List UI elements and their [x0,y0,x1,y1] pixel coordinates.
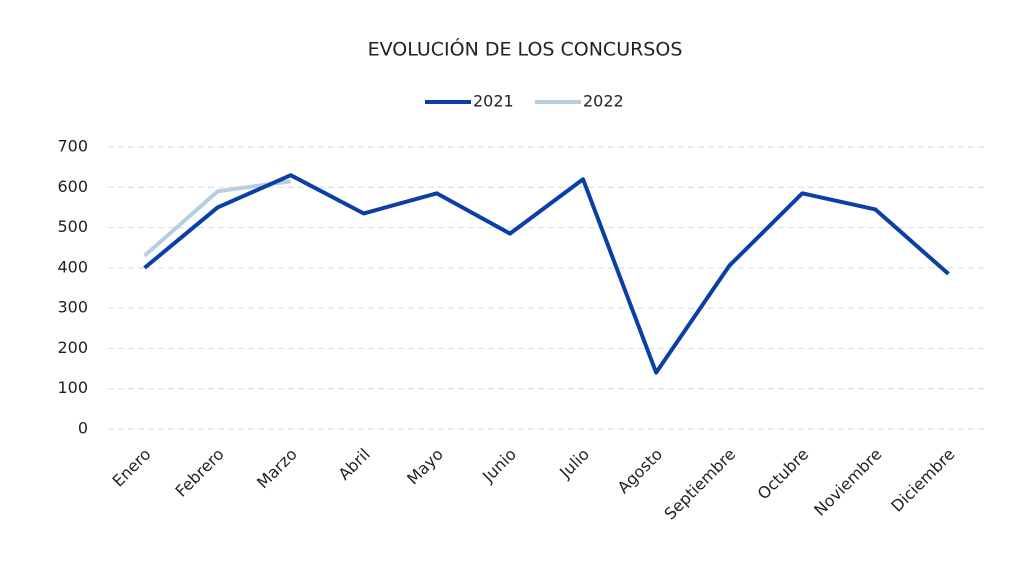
x-tick-label: Febrero [171,445,227,501]
line-series [143,179,291,258]
x-tick-label: Abril [335,445,374,484]
line-series [143,173,950,375]
x-tick-label: Agosto [614,445,667,498]
y-tick-label: 100 [57,378,88,397]
x-tick-label: Julio [555,445,593,483]
legend-label: 2022 [583,92,624,111]
x-tick-label: Marzo [253,445,301,493]
x-tick-label: Mayo [403,445,447,489]
x-tick-label: Junio [478,445,520,487]
y-tick-label: 500 [57,217,88,236]
chart-title: EVOLUCIÓN DE LOS CONCURSOS [368,37,683,61]
x-tick-label: Diciembre [887,445,958,516]
y-tick-label: 0 [78,419,88,438]
x-tick-label: Enero [109,445,155,491]
x-tick-label: Septiembre [660,445,739,524]
y-tick-label: 300 [57,298,88,317]
y-tick-label: 700 [57,137,88,156]
y-tick-label: 600 [57,177,88,196]
y-tick-label: 200 [57,338,88,357]
y-tick-label: 400 [57,257,88,276]
x-tick-label: Noviembre [810,445,885,520]
x-tick-label: Octubre [754,445,813,504]
legend-label: 2021 [473,92,514,111]
